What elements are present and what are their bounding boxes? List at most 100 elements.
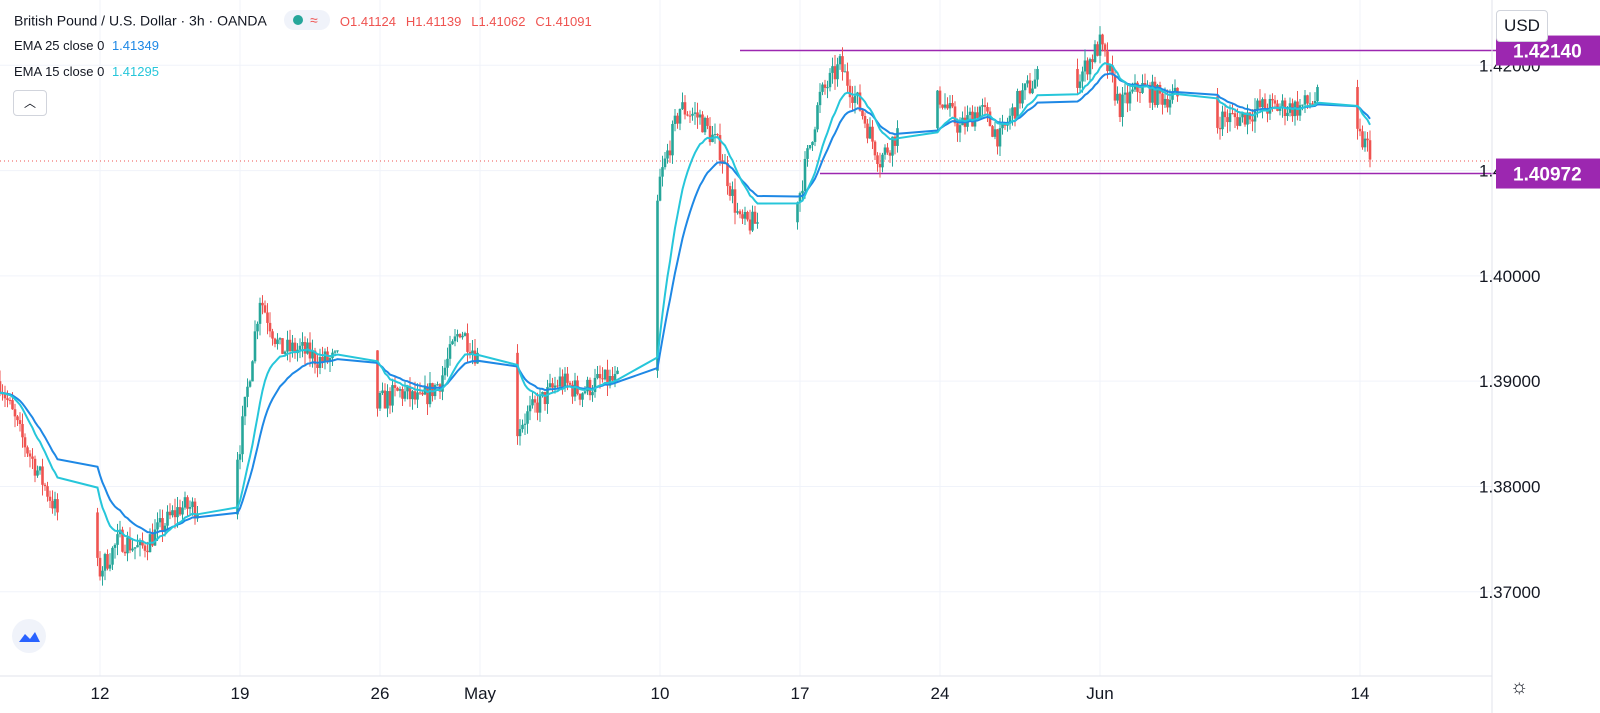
candle-body [1098,34,1102,56]
candle-body [803,158,807,191]
currency-badge[interactable]: USD [1496,10,1548,42]
candle-body [271,331,274,339]
candle-body [743,211,747,219]
candle-body [841,56,844,72]
candle-body [1086,60,1089,75]
candle-body [1021,90,1024,104]
candle-body [1008,115,1012,124]
candle-body [1131,89,1134,92]
candle-body [1103,44,1107,52]
candle-body [1298,105,1302,116]
candle-body [38,466,42,471]
candle-body [1268,98,1272,114]
candle-body [143,545,147,551]
level-tag[interactable] [1496,158,1600,189]
candle-body [1226,117,1229,123]
candle-body [751,211,754,231]
candle-body [1223,111,1227,118]
candle-body [521,424,524,430]
candle-body [688,115,692,117]
candle-body [11,400,14,410]
candle-body [313,350,317,365]
tradingview-logo-icon[interactable] [12,619,46,653]
candle-body [611,375,614,381]
candle-body [886,147,889,153]
candle-body [838,56,842,65]
candle-body [873,141,877,156]
candle-body [708,125,712,143]
candle-body [568,382,572,385]
open-value: O1.41124 [339,13,397,29]
candle-body [1358,128,1362,132]
candle-body [426,386,429,405]
candle-body [808,145,812,149]
high-value: H1.41139 [405,13,462,29]
candle-body [1363,138,1367,148]
candle-body [876,155,879,165]
candle-body [316,364,319,368]
candle-body [528,405,532,412]
candle-body [1113,75,1117,101]
candle-body [701,114,704,133]
candle-body [443,367,447,376]
candle-body [993,129,997,137]
candle-body [596,373,599,378]
candle-body [853,95,857,103]
candle-body [1108,65,1112,72]
candle-body [263,305,267,313]
collapse-legend-button[interactable]: ︿ [13,90,47,116]
candle-body [448,344,452,359]
candle-body [598,373,602,379]
candle-body [816,105,819,130]
candle-body [421,392,424,395]
candle-body [1001,123,1004,129]
candle-body [693,112,697,114]
candle-body [1221,111,1224,130]
candle-body [321,356,324,362]
ema25-legend[interactable]: EMA 25 close 0 1.41349 [14,38,159,53]
price-axis: 1.370001.380001.390001.400001.410001.420… [1479,56,1540,602]
candle-body [823,84,827,88]
candle-body [1236,117,1239,126]
candle-body [863,116,867,124]
price-tick-label: 1.37000 [1479,583,1540,602]
candle-body [138,540,142,546]
candle-body [668,150,672,156]
candle-body [298,345,302,350]
candle-body [293,342,297,354]
gear-icon[interactable]: ☼ [1510,676,1529,698]
candle-body [393,385,397,388]
candle-body [1026,80,1029,84]
market-status-pill[interactable]: ≈ [283,10,330,30]
price-tick-label: 1.40000 [1479,267,1540,286]
ema25-label: EMA 25 close 0 [14,38,105,53]
candle-body [96,512,99,558]
ema15-legend[interactable]: EMA 15 close 0 1.41295 [14,64,159,79]
symbol-title[interactable]: British Pound / U.S. Dollar · 3h · OANDA [14,12,267,29]
candle-body [461,335,464,338]
candle-body [376,350,379,409]
candle-body [281,338,284,354]
candle-body [663,158,667,168]
candle-body [671,124,674,156]
candle-body [168,511,172,516]
candle-body [171,510,174,516]
candle-body [303,341,307,354]
candle-body [683,102,687,115]
candle-body [1166,98,1169,108]
candle-body [1366,138,1369,141]
candle-body [13,409,17,417]
candle-body [23,437,27,448]
candle-body [48,496,52,501]
candle-body [1286,112,1289,117]
candle-body [1281,100,1284,108]
candle-body [991,126,994,137]
candle-body [703,117,707,133]
time-axis: 12 19 26 May 10 17 24 Jun 14 [91,684,1370,703]
candle-body [1148,84,1152,103]
candle-body [103,554,107,571]
candle-body [736,211,739,213]
candle-body [1118,93,1122,118]
